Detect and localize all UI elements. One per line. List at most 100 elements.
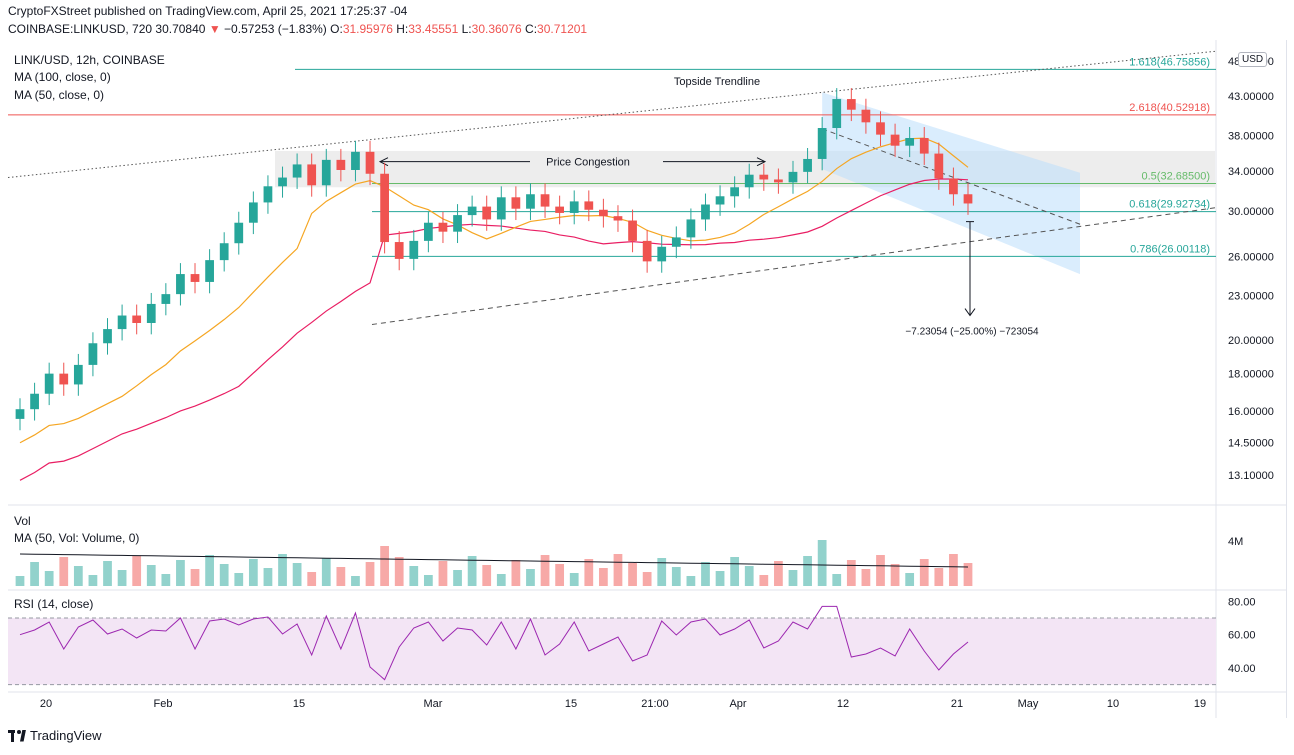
low-value: 30.36076 bbox=[471, 22, 522, 36]
volume-bar bbox=[803, 556, 812, 586]
support-trendline bbox=[371, 207, 1217, 325]
volume-bar bbox=[351, 576, 360, 586]
candle-body bbox=[599, 209, 608, 217]
price-axis-label: 26.00000 bbox=[1228, 251, 1274, 263]
volume-bar bbox=[365, 562, 375, 586]
volume-bar bbox=[248, 559, 258, 586]
tradingview-logo[interactable]: TradingView bbox=[8, 728, 102, 743]
volume-bar bbox=[934, 568, 944, 586]
price-axis-label: 14.50000 bbox=[1228, 438, 1274, 450]
volume-legend: Vol bbox=[14, 514, 31, 528]
candle-body bbox=[482, 206, 492, 220]
volume-bar bbox=[190, 569, 200, 586]
volume-bar bbox=[569, 573, 579, 586]
price-axis-label: 18.00000 bbox=[1228, 369, 1274, 381]
volume-bar bbox=[73, 566, 83, 586]
topside-trendline-label: Topside Trendline bbox=[674, 76, 760, 88]
congestion-arrow-left-head bbox=[378, 157, 389, 167]
candle-body bbox=[759, 174, 769, 180]
candle-body bbox=[132, 315, 142, 323]
volume-bar bbox=[234, 573, 244, 586]
volume-bar bbox=[176, 560, 185, 586]
candle-body bbox=[321, 159, 331, 186]
candle-body bbox=[176, 274, 185, 295]
open-label: O: bbox=[330, 22, 343, 36]
currency-badge[interactable]: USD bbox=[1238, 52, 1268, 67]
candle-body bbox=[161, 294, 171, 304]
candle-body bbox=[394, 242, 404, 259]
candle-body bbox=[190, 274, 200, 282]
volume-bar bbox=[701, 562, 710, 586]
symbol-label: COINBASE:LINKUSD, 720 bbox=[8, 22, 153, 36]
candle-body bbox=[44, 373, 54, 394]
candle-body bbox=[584, 201, 594, 210]
publisher-line: CryptoFXStreet published on TradingView.… bbox=[8, 4, 408, 18]
candle-body bbox=[963, 194, 973, 204]
volume-bar bbox=[890, 564, 900, 586]
candle-body bbox=[657, 246, 667, 262]
candle-body bbox=[628, 220, 637, 241]
candle-body bbox=[365, 151, 375, 174]
candle-body bbox=[919, 137, 929, 154]
volume-bar bbox=[599, 568, 608, 586]
time-axis-label: 15 bbox=[565, 698, 577, 710]
volume-axis-label: 4M bbox=[1228, 536, 1243, 548]
candle-body bbox=[569, 201, 579, 213]
volume-bar bbox=[336, 567, 346, 586]
volume-bar bbox=[613, 554, 623, 586]
candle-body bbox=[453, 215, 462, 232]
fib-level-label: 2.618(40.52918) bbox=[1129, 102, 1210, 114]
volume-bar bbox=[876, 555, 885, 586]
candle-body bbox=[59, 373, 69, 385]
volume-bar bbox=[88, 575, 98, 586]
candle-body bbox=[467, 206, 477, 216]
volume-bar bbox=[409, 566, 419, 586]
candle-body bbox=[292, 164, 302, 178]
price-axis-label: 20.00000 bbox=[1228, 335, 1274, 347]
volume-bar bbox=[278, 554, 287, 586]
candle-body bbox=[715, 196, 725, 205]
candle-body bbox=[861, 109, 871, 123]
candle-body bbox=[613, 216, 623, 221]
low-label: L: bbox=[461, 22, 472, 36]
volume-bar bbox=[394, 557, 404, 586]
candle-body bbox=[526, 194, 535, 209]
candle-body bbox=[438, 222, 448, 232]
price-congestion-label: Price Congestion bbox=[546, 157, 630, 169]
candle-body bbox=[555, 206, 565, 213]
volume-bar bbox=[205, 555, 214, 586]
candle-body bbox=[686, 219, 696, 238]
ma100-legend: MA (100, close, 0) bbox=[14, 70, 111, 84]
volume-bar bbox=[774, 561, 783, 586]
price-axis-label: 23.00000 bbox=[1228, 291, 1274, 303]
candle-body bbox=[890, 134, 900, 146]
volume-bar bbox=[759, 575, 769, 586]
volume-bar bbox=[919, 559, 929, 586]
high-value: 33.45551 bbox=[408, 22, 459, 36]
volume-bar bbox=[161, 574, 171, 586]
ohlc-header: COINBASE:LINKUSD, 720 30.70840 ▼ −0.5725… bbox=[8, 22, 587, 36]
volume-bar bbox=[788, 570, 798, 586]
candle-body bbox=[876, 122, 885, 135]
volume-bar bbox=[44, 571, 54, 586]
volume-bar bbox=[307, 572, 317, 586]
volume-bar bbox=[555, 564, 565, 586]
volume-bar bbox=[657, 558, 667, 586]
candle-body bbox=[117, 315, 127, 330]
tradingview-logo-icon bbox=[8, 729, 26, 742]
volume-bar bbox=[438, 561, 448, 586]
candle-body bbox=[701, 204, 710, 220]
volume-ma-legend: MA (50, Vol: Volume, 0) bbox=[14, 531, 140, 545]
volume-bar bbox=[482, 565, 492, 586]
rsi-line bbox=[19, 605, 969, 681]
measured-move-arrowhead bbox=[964, 308, 976, 317]
price-axis-label: 34.00000 bbox=[1228, 166, 1274, 178]
last-price: 30.70840 bbox=[155, 22, 206, 36]
volume-bar bbox=[963, 563, 973, 586]
candle-body bbox=[671, 237, 681, 247]
fib-level-label: 1.618(46.75856) bbox=[1129, 56, 1210, 68]
candle-body bbox=[248, 202, 258, 223]
change-value: −0.57253 (−1.83%) bbox=[224, 22, 327, 36]
candle-body bbox=[278, 177, 287, 187]
